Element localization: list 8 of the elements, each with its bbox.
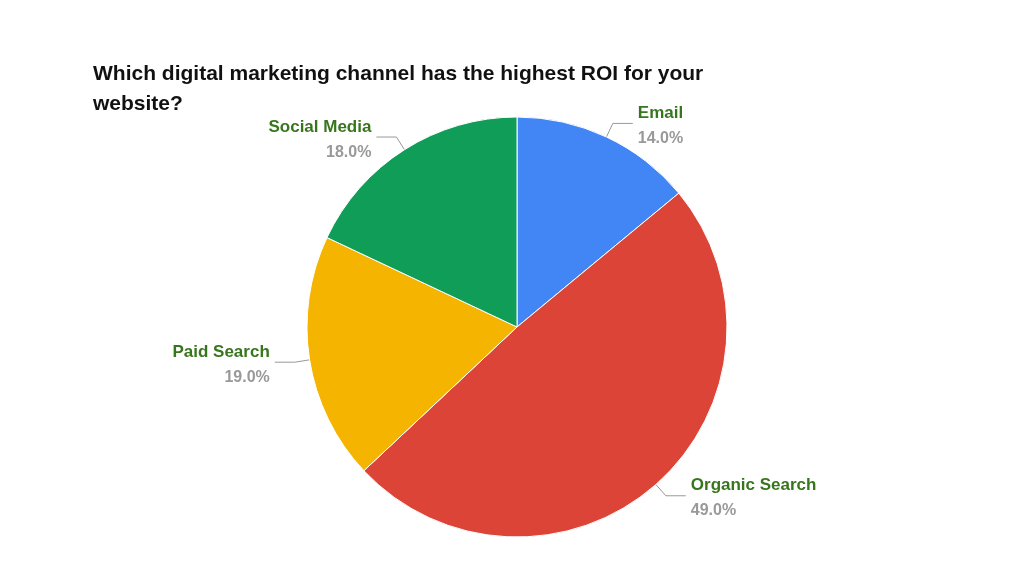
data-label: 18.0% (326, 142, 372, 160)
data-label: 14.0% (637, 128, 684, 146)
slice-label: Social Media (268, 116, 372, 136)
slice-label: Paid Search (172, 341, 270, 361)
slice-label: Email (637, 102, 684, 122)
slice-label: Organic Search (690, 475, 817, 495)
data-label: 49.0% (690, 501, 737, 519)
data-label: 19.0% (224, 367, 270, 385)
